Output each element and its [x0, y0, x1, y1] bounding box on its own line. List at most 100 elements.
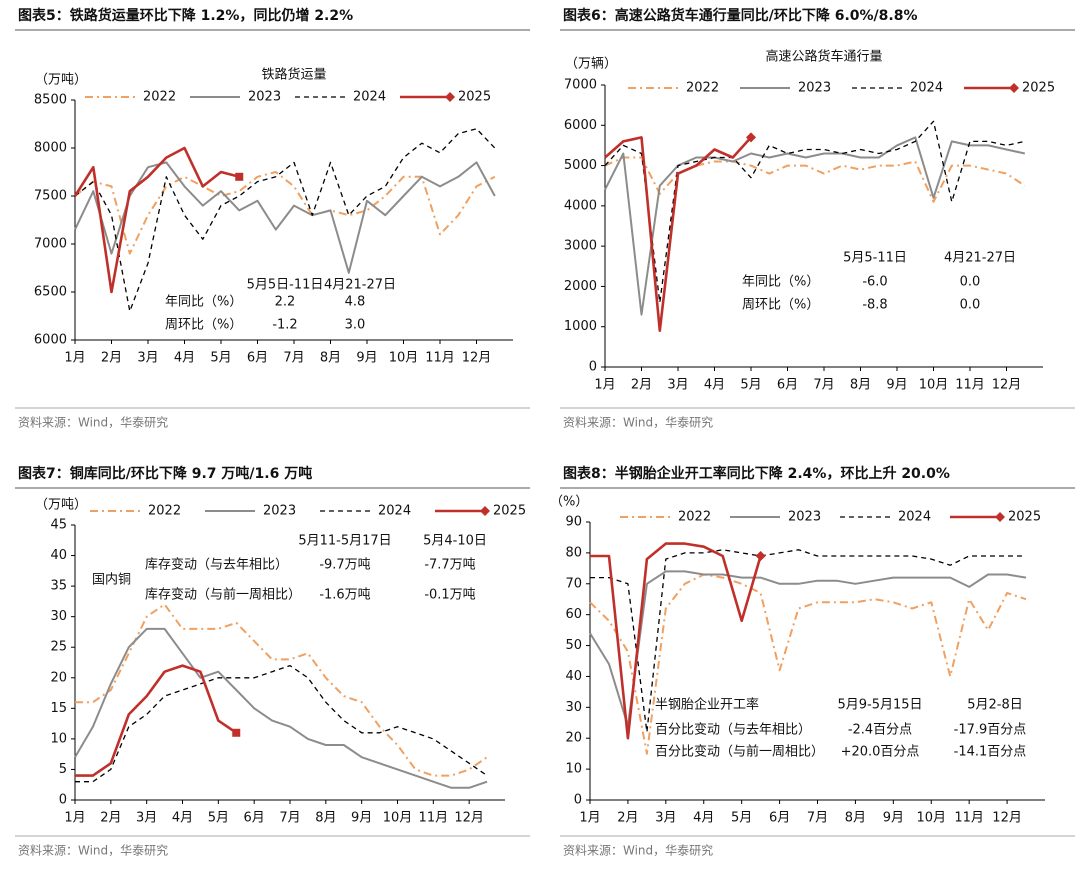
table-cell: -0.1万吨 — [424, 588, 475, 603]
y-tick-label: 30 — [565, 700, 582, 715]
legend-marker — [445, 92, 455, 102]
y-tick-label: 4000 — [564, 198, 597, 213]
y-axis-label: （万辆） — [565, 57, 617, 72]
x-tick-label: 2月 — [100, 811, 121, 826]
x-tick-label: 2月 — [631, 378, 652, 393]
legend-label: 2023 — [263, 504, 296, 519]
x-tick-label: 7月 — [813, 378, 834, 393]
legend-label: 2022 — [686, 81, 719, 96]
figure-title: 图表5：铁路货运量环比下降 1.2%，同比仍增 2.2% — [18, 7, 353, 24]
y-tick-label: 6000 — [34, 333, 67, 348]
table-cell: 年同比（%） — [742, 275, 819, 290]
table-header: 5月11-5月17日 — [298, 534, 391, 549]
table-cell: 3.0 — [345, 318, 366, 333]
x-tick-label: 3月 — [655, 811, 676, 826]
table-header: 5月4-10日 — [423, 534, 487, 549]
series-line — [590, 549, 1026, 733]
y-tick-label: 8500 — [34, 93, 67, 108]
table-header: 5月9-5月15日 — [837, 698, 922, 713]
table-cell: +20.0百分点 — [841, 745, 920, 760]
x-tick-label: 10月 — [916, 811, 946, 826]
x-tick-label: 8月 — [320, 351, 341, 366]
end-marker — [235, 172, 244, 181]
table-cell: 百分比变动（与前一周相比） — [655, 744, 824, 760]
figure-title: 图表7：铜库同比/环比下降 9.7 万吨/1.6 万吨 — [18, 465, 312, 482]
legend-label: 2024 — [378, 504, 411, 519]
x-tick-label: 1月 — [64, 811, 85, 826]
y-tick-label: 6000 — [564, 118, 597, 133]
series-line — [74, 161, 496, 274]
x-tick-label: 6月 — [244, 811, 265, 826]
table-header: 5月5日-11日 — [247, 278, 324, 293]
y-tick-label: 0 — [589, 360, 597, 375]
table-header: 4月21-27日 — [944, 251, 1016, 266]
y-tick-label: 35 — [50, 579, 67, 594]
legend-marker — [995, 512, 1005, 522]
x-tick-label: 8月 — [315, 811, 336, 826]
legend-label: 2022 — [148, 504, 181, 519]
table-cell: -14.1百分点 — [954, 745, 1027, 760]
series-line — [74, 128, 496, 312]
x-tick-label: 3月 — [137, 351, 158, 366]
y-tick-label: 7000 — [564, 78, 597, 93]
y-axis-label: （万吨） — [35, 73, 87, 88]
source: 资料来源：Wind，华泰研究 — [18, 415, 168, 430]
y-tick-label: 15 — [50, 701, 67, 716]
y-tick-label: 70 — [565, 576, 582, 591]
x-tick-label: 9月 — [356, 351, 377, 366]
legend-label: 2025 — [1022, 81, 1055, 96]
source: 资料来源：Wind，华泰研究 — [18, 843, 168, 858]
series-line — [75, 603, 488, 777]
x-tick-label: 7月 — [807, 811, 828, 826]
series-line — [589, 573, 1027, 755]
table-cell: -2.4百分点 — [848, 723, 912, 738]
y-tick-label: 25 — [50, 640, 67, 655]
x-tick-label: 6月 — [247, 351, 268, 366]
source: 资料来源：Wind，华泰研究 — [563, 843, 713, 858]
x-tick-label: 1月 — [594, 378, 615, 393]
table-cell: 库存变动（与去年相比） — [145, 557, 288, 573]
end-marker — [755, 550, 766, 561]
table-cell: 百分比变动（与去年相比） — [655, 722, 811, 738]
x-tick-label: 5月 — [731, 811, 752, 826]
x-tick-label: 6月 — [769, 811, 790, 826]
series-line — [74, 171, 496, 255]
y-tick-label: 30 — [50, 609, 67, 624]
table-cell: -1.6万吨 — [319, 588, 370, 603]
series-line — [73, 146, 240, 294]
legend-label: 2025 — [1008, 510, 1041, 525]
x-tick-label: 11月 — [955, 378, 985, 393]
table-cell: -6.0 — [862, 275, 887, 290]
legend-label: 2022 — [143, 90, 176, 105]
x-tick-label: 1月 — [64, 351, 85, 366]
table-cell: -1.2 — [272, 318, 297, 333]
y-tick-label: 45 — [50, 518, 67, 533]
x-tick-label: 9月 — [351, 811, 372, 826]
x-tick-label: 12月 — [454, 811, 484, 826]
chart-title: 铁路货运量 — [261, 67, 326, 83]
y-tick-label: 20 — [50, 670, 67, 685]
x-tick-label: 7月 — [279, 811, 300, 826]
x-tick-label: 7月 — [283, 351, 304, 366]
y-tick-label: 7500 — [34, 189, 67, 204]
table-header: 5月2-8日 — [967, 698, 1023, 713]
x-tick-label: 5月 — [208, 811, 229, 826]
y-tick-label: 8000 — [34, 141, 67, 156]
table-cell: 2.2 — [275, 295, 296, 310]
y-tick-label: 0 — [574, 793, 582, 808]
table-cell: 0.0 — [960, 298, 981, 313]
series-line — [604, 136, 752, 332]
end-marker — [746, 132, 756, 143]
x-tick-label: 4月 — [693, 811, 714, 826]
series-line — [74, 627, 488, 789]
x-tick-label: 4月 — [704, 378, 725, 393]
legend-label: 2024 — [898, 510, 931, 525]
x-tick-label: 2月 — [101, 351, 122, 366]
y-tick-label: 3000 — [564, 239, 597, 254]
table-cell: -8.8 — [862, 298, 887, 313]
y-tick-label: 0 — [59, 793, 67, 808]
x-tick-label: 2月 — [617, 811, 638, 826]
end-marker — [232, 728, 241, 737]
x-tick-label: 11月 — [954, 811, 984, 826]
table-cell: -17.9百分点 — [954, 723, 1027, 738]
